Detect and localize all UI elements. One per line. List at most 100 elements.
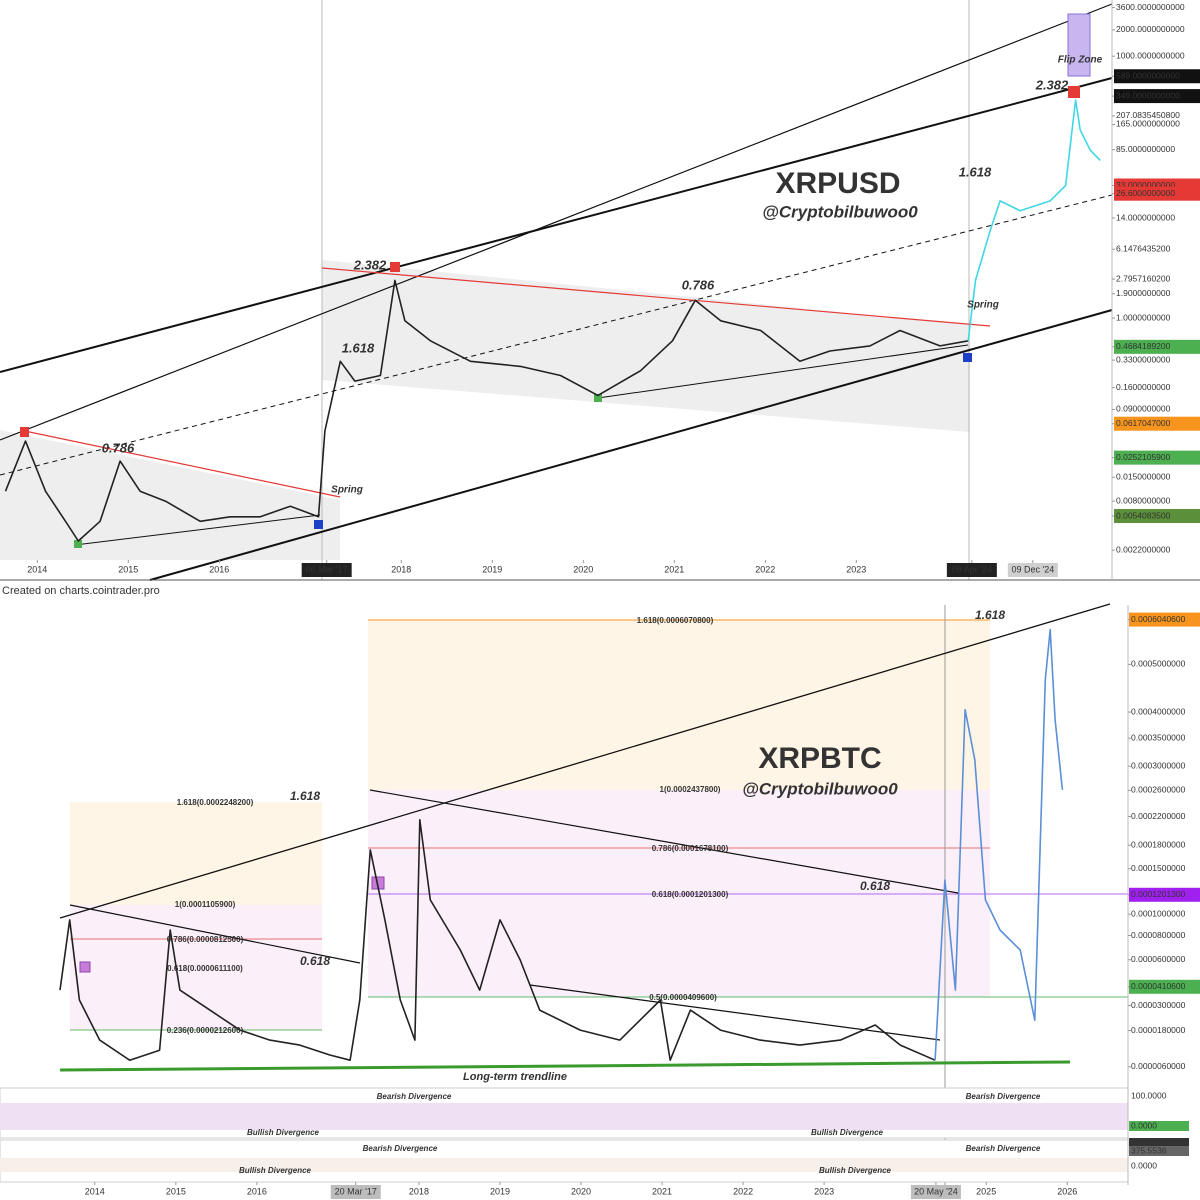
x-tick-label: 2021 — [664, 564, 684, 574]
annotation: Spring — [331, 485, 363, 496]
fib-zone — [368, 620, 990, 790]
trendline — [69, 904, 361, 964]
annotation: 1.618 — [975, 608, 1005, 622]
y-tick-highlight — [1114, 89, 1200, 104]
marker — [314, 520, 323, 529]
trendline — [0, 77, 1113, 373]
indicator-label-bg — [1129, 1121, 1189, 1131]
x-tick-label: 06 Mar '17 — [306, 564, 348, 574]
price-line — [4, 279, 969, 542]
y-tick-highlight — [1129, 612, 1200, 627]
y-tick-label: 14.0000000000 — [1116, 212, 1175, 222]
indicator-label-bg — [1129, 1138, 1189, 1148]
marker — [963, 353, 972, 362]
y-tick-label: 0.0002600000 — [1131, 785, 1186, 795]
y-tick-label: 1000.0000000000 — [1116, 50, 1185, 60]
support — [74, 514, 321, 546]
y-tick-label: 85.0000000000 — [1116, 144, 1175, 154]
y-tick-label: 0.0001000000 — [1131, 908, 1186, 918]
x-tick-label: 20 Mar '17 — [335, 1186, 377, 1196]
y-tick-label: 0.0054083500 — [1116, 510, 1171, 520]
annotation: Flip Zone — [1058, 55, 1103, 66]
annotation: 1(0.0001105900) — [175, 900, 236, 909]
annotation: 1.618 — [342, 340, 375, 355]
y-tick-label: 0.0002200000 — [1131, 811, 1186, 821]
y-tick-label: 0.0003000000 — [1131, 760, 1186, 770]
x-tick-highlight — [1007, 563, 1058, 577]
midline — [0, 194, 1113, 476]
y-tick-label: 0.0000300000 — [1131, 1000, 1186, 1010]
x-tick-label: 2022 — [755, 564, 775, 574]
annotation: 1.618(0.0006070800) — [637, 616, 714, 625]
annotation: Spring — [967, 300, 999, 311]
x-tick-highlight — [910, 1185, 961, 1199]
annotation: Bearish Divergence — [377, 1092, 452, 1101]
y-tick-highlight — [1114, 416, 1200, 431]
y-tick-label: 33.0000000000 — [1116, 180, 1175, 190]
y-tick-label: 1.9000000000 — [1116, 288, 1171, 298]
y-tick-highlight — [1114, 69, 1200, 84]
annotation: 0.618(0.0001201300) — [652, 890, 729, 899]
annotation: Bearish Divergence — [966, 1092, 1041, 1101]
y-tick-label: 26.6000000000 — [1116, 188, 1175, 198]
y-tick-label: 3600.0000000000 — [1116, 2, 1185, 12]
y-tick-label: 2000.0000000000 — [1116, 24, 1185, 34]
watermark: @Cryptobilbuwoo0 — [742, 779, 898, 798]
price-line — [967, 99, 1101, 341]
support — [597, 344, 969, 399]
y-tick-label: 0.0080000000 — [1116, 495, 1171, 505]
x-tick-label: 2016 — [209, 564, 229, 574]
annotation: Bullish Divergence — [811, 1128, 884, 1137]
x-tick-label: 2022 — [733, 1186, 753, 1196]
trendline — [369, 789, 959, 894]
x-tick-label: 2018 — [391, 564, 411, 574]
indicator-label: 100.0000 — [1131, 1090, 1167, 1100]
annotation: 0.786(0.0000812500) — [167, 935, 244, 944]
y-tick-label: 0.4684189200 — [1116, 341, 1171, 351]
x-tick-label: 08 Apr '24 — [952, 564, 992, 574]
x-tick-label: 2023 — [846, 564, 866, 574]
fib-zone — [70, 905, 322, 1030]
price-line — [934, 628, 1064, 1061]
trendline — [149, 309, 1113, 581]
resistance — [19, 429, 341, 498]
annotation: 1.618 — [959, 164, 992, 179]
x-tick-label: 2014 — [27, 564, 47, 574]
indicator-label: 375.5536 — [1131, 1145, 1167, 1155]
annotation: Bullish Divergence — [247, 1128, 320, 1137]
x-tick-label: 09 Dec '24 — [1011, 564, 1054, 574]
y-tick-label: 0.3300000000 — [1116, 354, 1171, 364]
y-tick-highlight — [1129, 979, 1200, 994]
x-tick-label: 2018 — [409, 1186, 429, 1196]
x-tick-label: 2021 — [652, 1186, 672, 1196]
y-tick-label: 349.0000000000 — [1116, 90, 1180, 100]
y-tick-label: 589.0000000000 — [1116, 70, 1180, 80]
indicator-band — [0, 1103, 1128, 1130]
annotation: 0.236(0.0000212600) — [167, 1026, 244, 1035]
x-tick-label: 2020 — [573, 564, 593, 574]
y-tick-label: 0.0252105900 — [1116, 452, 1171, 462]
x-tick-label: 2015 — [166, 1186, 186, 1196]
y-tick-label: 0.0900000000 — [1116, 404, 1171, 414]
annotation: 0.786 — [102, 440, 135, 455]
y-tick-label: 0.0000800000 — [1131, 930, 1186, 940]
trendline — [0, 3, 1113, 441]
x-tick-highlight — [330, 1185, 381, 1199]
y-tick-label: 207.0835450800 — [1116, 110, 1180, 120]
marker — [20, 427, 29, 437]
y-tick-highlight — [1129, 887, 1200, 902]
annotation: 1.618 — [290, 789, 320, 803]
x-tick-label: 2019 — [490, 1186, 510, 1196]
x-tick-label: 2026 — [1057, 1186, 1077, 1196]
watermark: @Cryptobilbuwoo0 — [762, 202, 918, 221]
trendline — [529, 984, 941, 1041]
annotation: Bearish Divergence — [363, 1144, 438, 1153]
x-tick-label: 2023 — [814, 1186, 834, 1196]
annotation: 0.618 — [300, 954, 330, 968]
indicator-label: 407.4589 — [1131, 1137, 1167, 1147]
y-tick-label: 0.0150000000 — [1116, 472, 1171, 482]
indicator-label-bg — [1129, 1091, 1189, 1101]
chart-title: XRPBTC — [758, 742, 881, 775]
annotation: 0.618(0.0000611100) — [167, 964, 243, 973]
